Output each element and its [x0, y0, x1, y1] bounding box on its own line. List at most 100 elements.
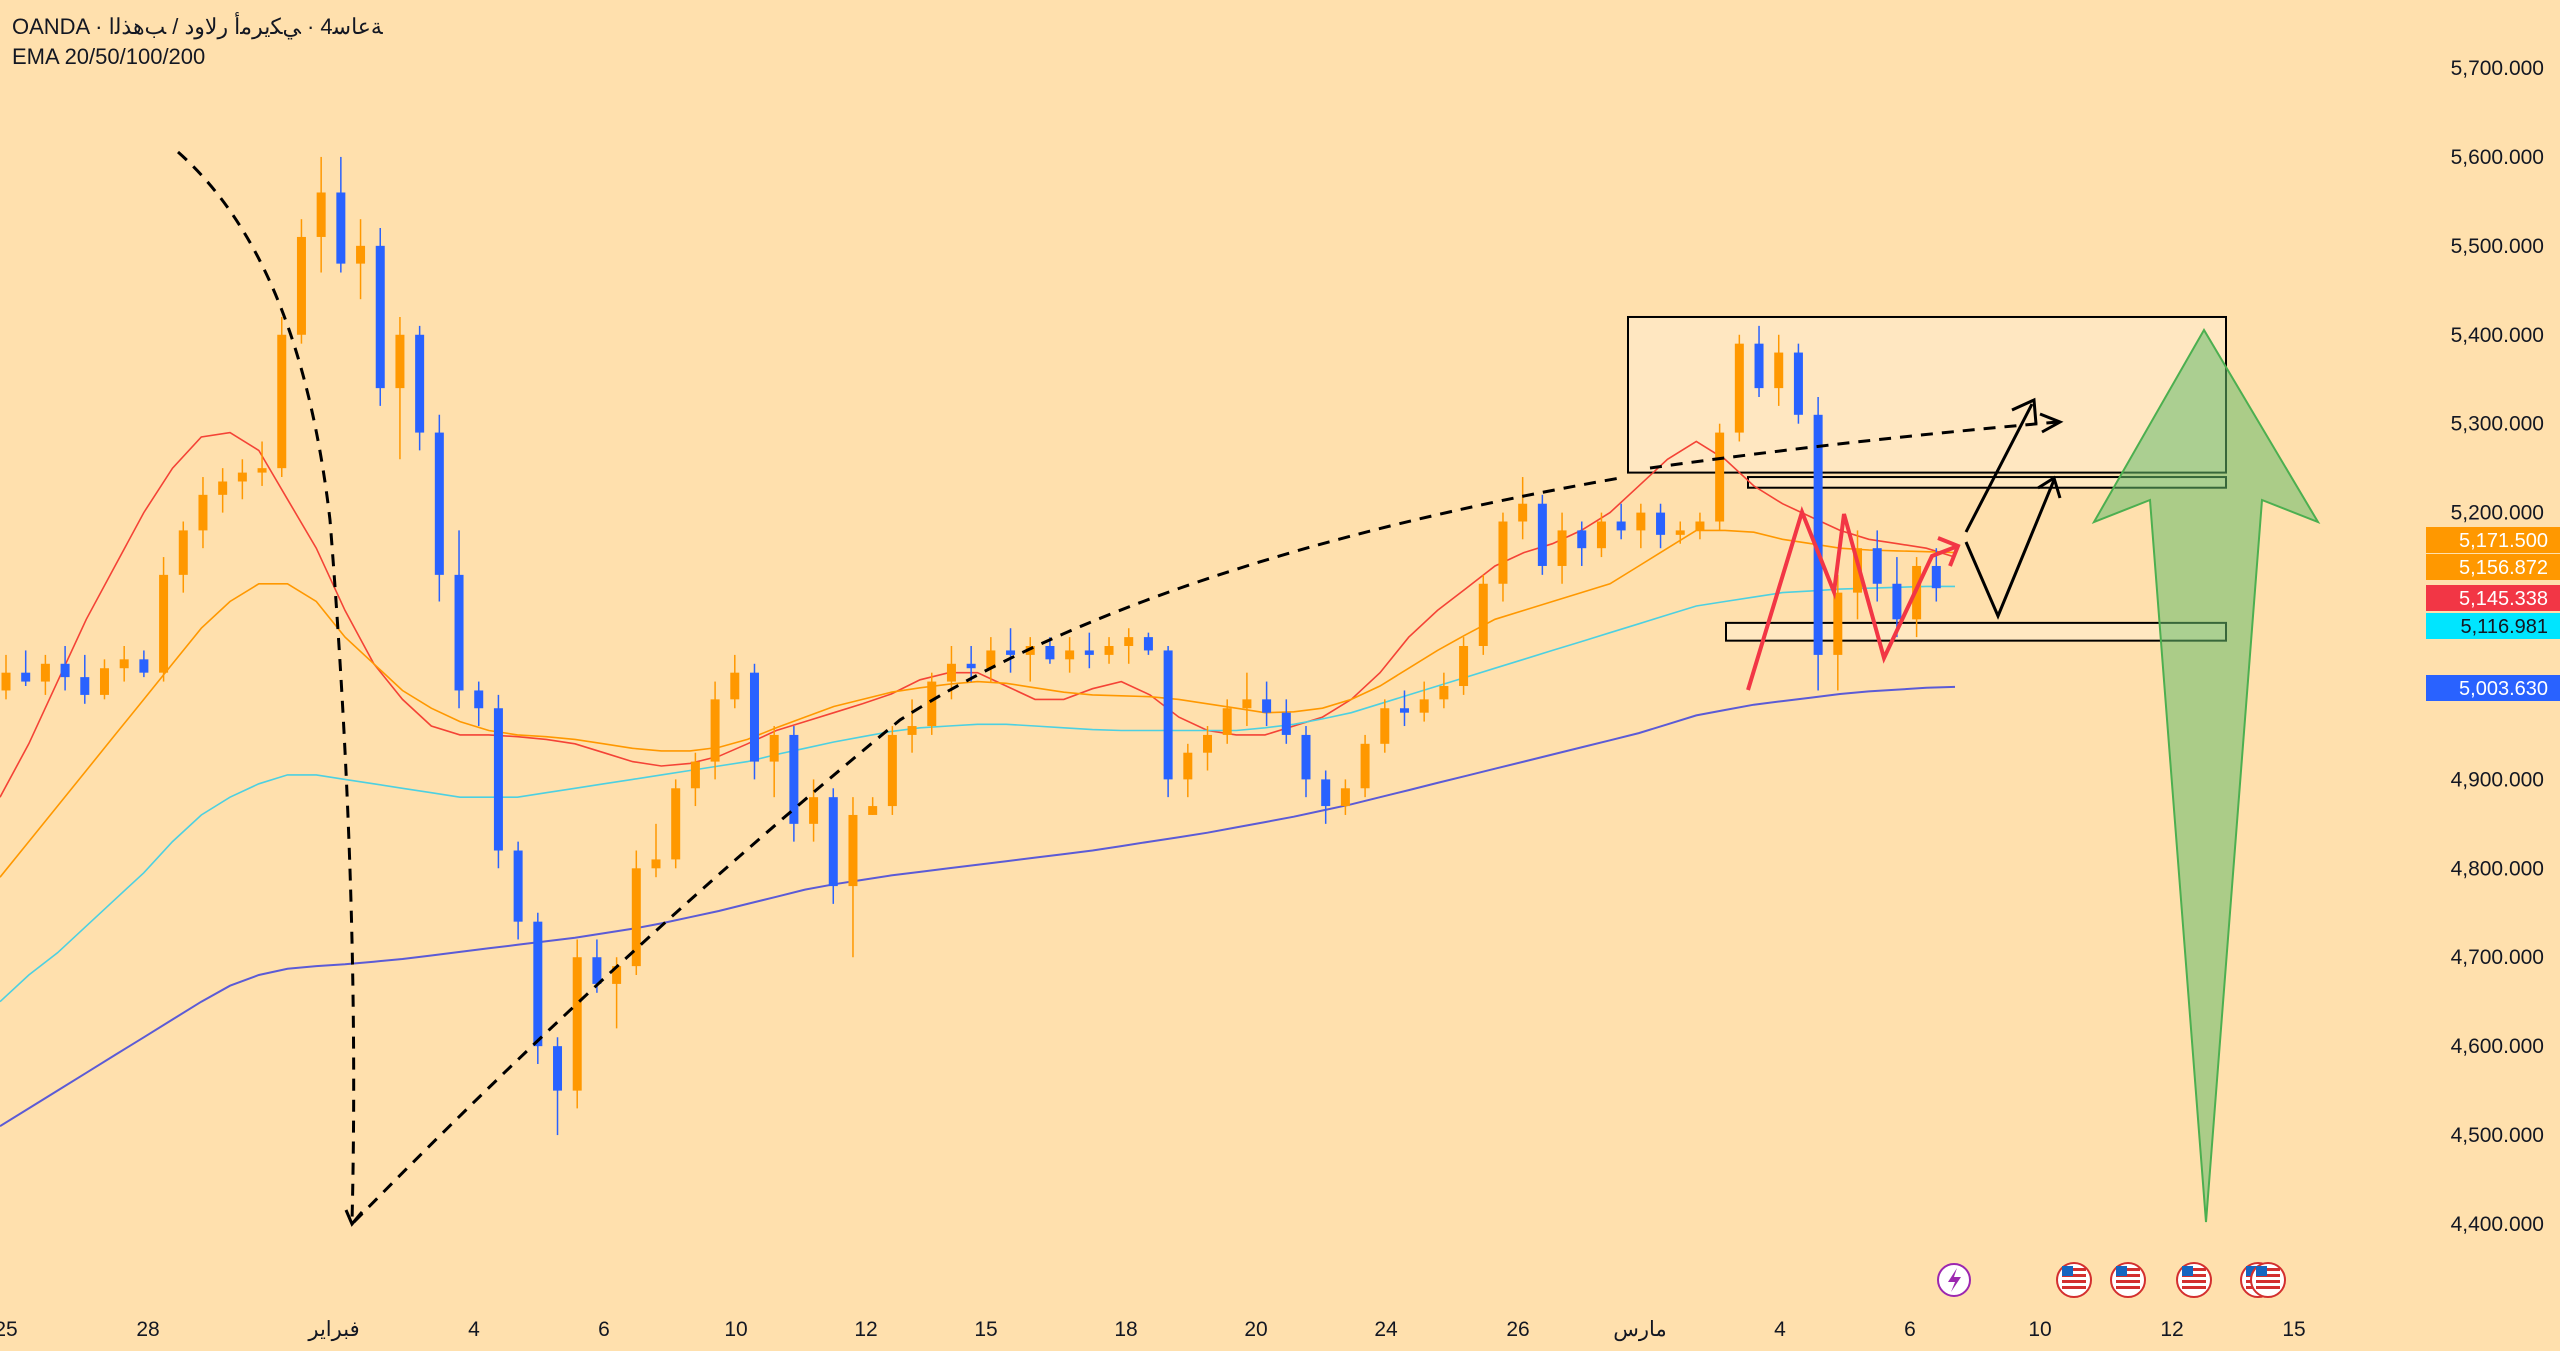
candle-body [1478, 583, 1488, 646]
candle [1084, 632, 1094, 669]
candle-body [1222, 708, 1232, 735]
x-tick-label: ﻓﺒﺮاﻳﺮ [307, 1318, 359, 1342]
candle-body [277, 334, 287, 469]
candle [1439, 672, 1449, 709]
candle-body [1262, 699, 1272, 713]
price-tag-label: 5,171.500 [2459, 530, 2548, 552]
y-tick-label: 5,500.000 [2451, 235, 2544, 258]
candle-body [789, 734, 799, 824]
candle [1931, 548, 1941, 602]
flag-stripe [2116, 1274, 2140, 1277]
candle-body [1163, 650, 1173, 780]
us-flag-event-icon [2110, 1262, 2146, 1298]
candle-body [60, 663, 70, 678]
candle-body [809, 797, 819, 824]
candle [40, 654, 50, 695]
candle [1025, 637, 1035, 682]
candle-body [533, 921, 543, 1047]
candle-body [80, 677, 90, 695]
price-tag-bg [2426, 613, 2560, 639]
candle-body [1695, 521, 1705, 531]
candle-body [1675, 530, 1685, 535]
projection-upper-arrowhead [2011, 397, 2038, 425]
x-axis[interactable]: 25 28 ﻓﺒﺮاﻳﺮ 4 6 10 12 15 18 20 24 26 ﻣﺎرس 4 6 10 12 15 [0, 1318, 2306, 1342]
candle-body [1380, 708, 1390, 744]
flag-stripe [2256, 1268, 2280, 1271]
candle-body [1774, 352, 1784, 389]
candle-body [178, 530, 188, 575]
candle-body [513, 850, 523, 922]
candle [789, 726, 799, 842]
candle [237, 459, 247, 500]
candle-body [1577, 530, 1587, 549]
candle-body [1872, 548, 1882, 584]
flag-stripe [2062, 1268, 2086, 1271]
candle-body [1045, 646, 1055, 660]
x-tick-label: 28 [136, 1318, 159, 1341]
x-tick-label: ﻣﺎرس [1613, 1318, 1666, 1342]
price-tag: 5,003.630 [2426, 675, 2560, 701]
candle [119, 646, 129, 682]
dashed-recovery-curve [352, 476, 1621, 1224]
candle [513, 841, 523, 940]
candle-body [1301, 734, 1311, 780]
candle-body [612, 966, 622, 984]
candle [710, 681, 720, 780]
candle [1006, 628, 1016, 673]
candle-body [434, 432, 444, 575]
candle [828, 788, 838, 904]
target-arrow [2091, 328, 2321, 1223]
ema-line-ema-20 [0, 431, 1956, 798]
events-row[interactable] [1937, 1262, 2286, 1298]
candle-body [1439, 686, 1449, 700]
y-tick-label: 5,300.000 [2451, 413, 2544, 436]
candle-body [1498, 521, 1508, 584]
flag-stripe [2256, 1286, 2280, 1289]
candle [80, 654, 90, 704]
candle-body [1340, 788, 1350, 807]
candles-layer [1, 156, 1941, 1136]
candle [1321, 770, 1331, 824]
candle-body [356, 245, 366, 264]
indicator-title: EMA 20/50/100/200 [12, 44, 206, 69]
candle-body [119, 659, 129, 669]
flag-stripe [2116, 1286, 2140, 1289]
candle [257, 441, 267, 486]
candle-body [1813, 414, 1823, 655]
candle-body [395, 334, 405, 389]
candle [1715, 423, 1725, 531]
y-axis[interactable]: 5,700.000 5,600.000 5,500.000 5,400.000 5,30… [2451, 57, 2544, 1236]
drawings-layer [177, 150, 2321, 1227]
candle [769, 726, 779, 798]
candle [651, 823, 661, 878]
candle [159, 557, 169, 682]
candle-body [946, 663, 956, 682]
candle [1459, 637, 1469, 695]
projection-lower-arrowhead [2037, 475, 2062, 499]
candle [316, 156, 326, 273]
candle [178, 521, 188, 593]
candle-body [730, 672, 740, 700]
candle [1577, 521, 1587, 566]
candle [553, 1037, 563, 1136]
candle-body [671, 788, 681, 860]
flag-stripe [2182, 1280, 2206, 1283]
candle-body [1596, 521, 1606, 549]
candle-body [1537, 503, 1547, 566]
candle [809, 779, 819, 842]
flag-canton [2256, 1266, 2267, 1276]
candle [1498, 512, 1508, 602]
candle [336, 156, 346, 273]
candle [1557, 512, 1567, 584]
y-tick-label: 5,700.000 [2451, 57, 2544, 80]
candle-body [1892, 583, 1902, 620]
candle [296, 219, 306, 344]
y-tick-label: 4,400.000 [2451, 1213, 2544, 1236]
candle [395, 316, 405, 460]
candle-body [296, 236, 306, 335]
candle-body [1242, 699, 1252, 709]
candle-body [690, 761, 700, 789]
candle-body [848, 814, 858, 887]
